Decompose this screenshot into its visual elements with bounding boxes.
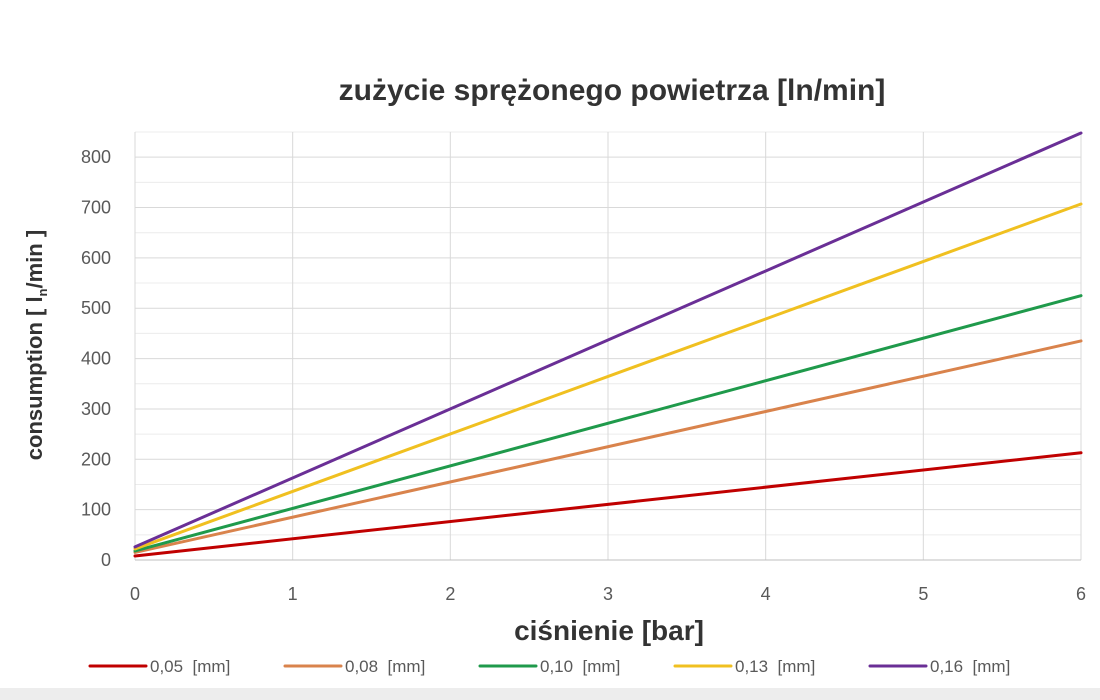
- legend: 0,05 [mm] 0,08 [mm] 0,10 [mm] 0,13 [mm] 0,16…: [88, 657, 1010, 676]
- series-line: [133, 131, 1083, 549]
- y-axis-title-suffix: /min ]: [22, 230, 47, 289]
- x-tick-label: 3: [603, 584, 613, 604]
- legend-label: 0,10 [mm]: [540, 657, 620, 676]
- series-line: [133, 202, 1083, 551]
- y-tick-label: 0: [101, 550, 111, 570]
- y-axis-title-prefix: consumption [ l: [22, 296, 47, 460]
- x-tick-label: 0: [130, 584, 140, 604]
- grid-lines: [134, 131, 1082, 561]
- series-line: [133, 451, 1083, 558]
- x-tick-label: 5: [918, 584, 928, 604]
- y-tick-label: 600: [81, 248, 111, 268]
- legend-label: 0,08 [mm]: [345, 657, 425, 676]
- x-tick-label: 6: [1076, 584, 1086, 604]
- x-axis-title: ciśnienie [bar]: [514, 615, 704, 646]
- bottom-band: [0, 688, 1100, 700]
- x-axis-ticks: 0 1 2 3 4 5 6: [130, 584, 1086, 604]
- legend-label: 0,16 [mm]: [930, 657, 1010, 676]
- legend-label: 0,05 [mm]: [150, 657, 230, 676]
- y-axis-title-subscript: n: [35, 288, 50, 296]
- y-tick-label: 800: [81, 147, 111, 167]
- series-line: [133, 294, 1083, 553]
- y-tick-label: 700: [81, 198, 111, 218]
- series-line: [133, 339, 1083, 554]
- x-tick-label: 4: [761, 584, 771, 604]
- y-tick-label: 300: [81, 399, 111, 419]
- y-tick-label: 100: [81, 500, 111, 520]
- y-tick-label: 500: [81, 298, 111, 318]
- chart-title: zużycie sprężonego powietrza [ln/min]: [339, 74, 886, 107]
- y-tick-label: 200: [81, 449, 111, 469]
- x-tick-label: 1: [288, 584, 298, 604]
- x-tick-label: 2: [445, 584, 455, 604]
- series-lines: [133, 131, 1083, 558]
- y-tick-label: 400: [81, 349, 111, 369]
- y-axis-title: consumption [ ln/min ]: [22, 230, 50, 460]
- y-axis-ticks: 0 100 200 300 400 500 600 700 800: [81, 147, 111, 570]
- legend-label: 0,13 [mm]: [735, 657, 815, 676]
